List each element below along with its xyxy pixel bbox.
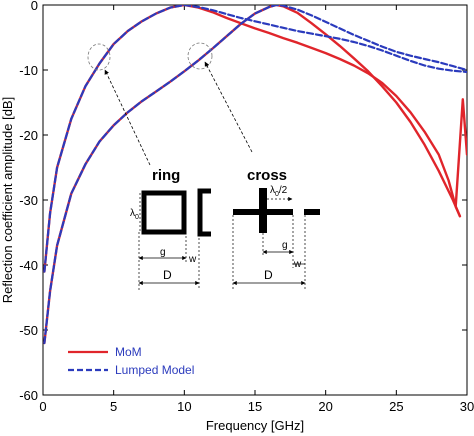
lumped-model-curve-1 xyxy=(43,5,467,345)
ring-neighbor-shape xyxy=(197,188,211,237)
mom-curve-0 xyxy=(43,5,462,273)
x-tick-label: 20 xyxy=(318,399,332,414)
legend: MoM Lumped Model xyxy=(68,345,194,377)
cross-neighbor-bar xyxy=(304,209,320,215)
y-tick-label: -40 xyxy=(19,258,38,273)
x-tick-label: 30 xyxy=(460,399,474,414)
ring-g-label: g xyxy=(160,247,166,258)
mom-curve-2 xyxy=(454,98,467,208)
cross-inset: cross λ0/2 g w D xyxy=(232,167,320,290)
cross-top-label: λ0/2 xyxy=(270,185,288,198)
y-tick-label: 0 xyxy=(31,0,38,13)
x-tick-label: 10 xyxy=(177,399,191,414)
axis-ticks: 0 5 10 15 20 25 30 0 -10 -20 -30 -40 -50 -60 xyxy=(19,0,474,414)
y-tick-label: -30 xyxy=(19,193,38,208)
x-axis-label: Frequency [GHz] xyxy=(206,418,304,433)
plot-frame xyxy=(42,4,468,396)
cross-title: cross xyxy=(247,167,287,184)
lumped-model-curve-0 xyxy=(43,5,467,273)
cross-callout-arrow xyxy=(204,61,253,153)
x-tick-label: 25 xyxy=(389,399,403,414)
y-tick-label: -10 xyxy=(19,63,38,78)
ring-callout-arrow xyxy=(104,69,151,166)
ring-title: ring xyxy=(152,167,180,184)
cross-w-label: w xyxy=(293,259,302,270)
legend-label-lumped-model: Lumped Model xyxy=(115,363,194,377)
x-tick-label: 0 xyxy=(39,399,46,414)
x-tick-label: 15 xyxy=(248,399,262,414)
legend-label-mom: MoM xyxy=(115,345,142,359)
data-curves xyxy=(43,5,467,345)
y-tick-label: -20 xyxy=(19,128,38,143)
ring-shape xyxy=(141,190,187,235)
y-tick-label: -50 xyxy=(19,323,38,338)
cross-callout-circle xyxy=(187,42,213,70)
ring-d-label: D xyxy=(163,268,172,282)
ring-w-label: w xyxy=(188,254,197,265)
cross-d-label: D xyxy=(264,268,273,282)
ring-callout-circle xyxy=(87,43,111,71)
y-tick-label: -60 xyxy=(19,388,38,403)
x-tick-label: 5 xyxy=(110,399,117,414)
ring-side-label: λ0 xyxy=(130,208,139,221)
y-axis-label: Reflection coefficient amplitude [dB] xyxy=(0,97,15,303)
cross-g-label: g xyxy=(282,240,288,251)
ring-inset: ring λ0 g w D xyxy=(130,167,211,290)
cross-vertical-bar xyxy=(259,188,267,233)
